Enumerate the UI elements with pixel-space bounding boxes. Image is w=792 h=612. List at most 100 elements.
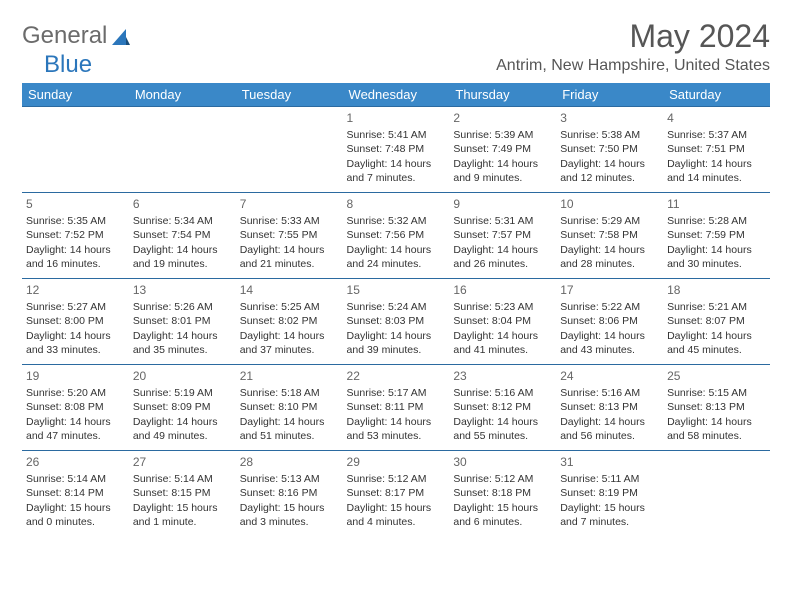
calendar-cell: 24Sunrise: 5:16 AMSunset: 8:13 PMDayligh… — [556, 365, 663, 451]
sunrise-line: Sunrise: 5:38 AM — [560, 128, 659, 142]
sunset-line: Sunset: 7:56 PM — [347, 228, 446, 242]
day-number: 13 — [133, 282, 232, 298]
daylight-line: Daylight: 14 hours and 21 minutes. — [240, 243, 339, 271]
calendar-cell: 31Sunrise: 5:11 AMSunset: 8:19 PMDayligh… — [556, 451, 663, 537]
day-number: 25 — [667, 368, 766, 384]
sunset-line: Sunset: 8:04 PM — [453, 314, 552, 328]
calendar-body: 1Sunrise: 5:41 AMSunset: 7:48 PMDaylight… — [22, 107, 770, 537]
calendar-cell: 12Sunrise: 5:27 AMSunset: 8:00 PMDayligh… — [22, 279, 129, 365]
sunset-line: Sunset: 7:55 PM — [240, 228, 339, 242]
sunset-line: Sunset: 8:09 PM — [133, 400, 232, 414]
daylight-line: Daylight: 14 hours and 47 minutes. — [26, 415, 125, 443]
day-number: 23 — [453, 368, 552, 384]
sunset-line: Sunset: 8:12 PM — [453, 400, 552, 414]
sunset-line: Sunset: 8:15 PM — [133, 486, 232, 500]
sunrise-line: Sunrise: 5:25 AM — [240, 300, 339, 314]
sunrise-line: Sunrise: 5:35 AM — [26, 214, 125, 228]
sunrise-line: Sunrise: 5:18 AM — [240, 386, 339, 400]
calendar-row: 5 Sunrise: 5:35 AMSunset: 7:52 PM Daylight… — [22, 193, 770, 279]
day-number: 12 — [26, 282, 125, 298]
day-number: 28 — [240, 454, 339, 470]
day-number: 4 — [667, 110, 766, 126]
month-title: May 2024 — [496, 18, 770, 55]
sunrise-line: Sunrise: 5:28 AM — [667, 214, 766, 228]
sunset-line: Sunset: 7:52 PM — [26, 228, 125, 242]
sunset-line: Sunset: 8:03 PM — [347, 314, 446, 328]
sunrise-line: Sunrise: 5:14 AM — [133, 472, 232, 486]
daylight-line: Daylight: 14 hours and 28 minutes. — [560, 243, 659, 271]
title-block: May 2024 Antrim, New Hampshire, United S… — [496, 18, 770, 75]
day-number: 22 — [347, 368, 446, 384]
calendar-cell: 2Sunrise: 5:39 AMSunset: 7:49 PMDaylight… — [449, 107, 556, 193]
daylight-line: Daylight: 14 hours and 35 minutes. — [133, 329, 232, 357]
sunrise-line: Sunrise: 5:21 AM — [667, 300, 766, 314]
daylight-line: Daylight: 14 hours and 45 minutes. — [667, 329, 766, 357]
sunrise-line: Sunrise: 5:13 AM — [240, 472, 339, 486]
calendar-cell: 17Sunrise: 5:22 AMSunset: 8:06 PMDayligh… — [556, 279, 663, 365]
day-number: 7 — [240, 196, 339, 212]
calendar-row: 26Sunrise: 5:14 AMSunset: 8:14 PMDayligh… — [22, 451, 770, 537]
calendar-cell: 9Sunrise: 5:31 AMSunset: 7:57 PMDaylight… — [449, 193, 556, 279]
calendar-cell: 28Sunrise: 5:13 AMSunset: 8:16 PMDayligh… — [236, 451, 343, 537]
calendar-cell: 26Sunrise: 5:14 AMSunset: 8:14 PMDayligh… — [22, 451, 129, 537]
sunset-line: Sunset: 8:00 PM — [26, 314, 125, 328]
calendar-cell: 14Sunrise: 5:25 AMSunset: 8:02 PMDayligh… — [236, 279, 343, 365]
day-number: 27 — [133, 454, 232, 470]
sunset-line: Sunset: 8:08 PM — [26, 400, 125, 414]
calendar-cell: 1Sunrise: 5:41 AMSunset: 7:48 PMDaylight… — [343, 107, 450, 193]
daylight-line: Daylight: 14 hours and 51 minutes. — [240, 415, 339, 443]
sunset-line: Sunset: 8:13 PM — [560, 400, 659, 414]
sunset-line: Sunset: 7:54 PM — [133, 228, 232, 242]
daylight-line: Daylight: 14 hours and 12 minutes. — [560, 157, 659, 185]
day-number: 20 — [133, 368, 232, 384]
sunset-line: Sunset: 7:49 PM — [453, 142, 552, 156]
day-number: 21 — [240, 368, 339, 384]
day-header: Thursday — [449, 83, 556, 107]
calendar-cell-empty — [129, 107, 236, 193]
day-number: 2 — [453, 110, 552, 126]
day-header: Saturday — [663, 83, 770, 107]
daylight-line: Daylight: 15 hours and 4 minutes. — [347, 501, 446, 529]
calendar-cell-empty — [22, 107, 129, 193]
sunrise-line: Sunrise: 5:37 AM — [667, 128, 766, 142]
calendar-cell-empty — [236, 107, 343, 193]
day-number: 8 — [347, 196, 446, 212]
logo: General — [22, 22, 132, 50]
day-number: 15 — [347, 282, 446, 298]
sunset-line: Sunset: 7:51 PM — [667, 142, 766, 156]
calendar-cell: 8Sunrise: 5:32 AMSunset: 7:56 PMDaylight… — [343, 193, 450, 279]
calendar-row: 1Sunrise: 5:41 AMSunset: 7:48 PMDaylight… — [22, 107, 770, 193]
day-header: Monday — [129, 83, 236, 107]
calendar-cell: 23Sunrise: 5:16 AMSunset: 8:12 PMDayligh… — [449, 365, 556, 451]
day-number: 5 — [26, 196, 125, 212]
calendar-cell: 4 Sunrise: 5:37 AMSunset: 7:51 PMDaylight… — [663, 107, 770, 193]
daylight-line: Daylight: 14 hours and 26 minutes. — [453, 243, 552, 271]
sunrise-line: Sunrise: 5:29 AM — [560, 214, 659, 228]
sunset-line: Sunset: 7:48 PM — [347, 142, 446, 156]
daylight-line: Daylight: 15 hours and 6 minutes. — [453, 501, 552, 529]
logo-text-general: General — [22, 22, 107, 50]
calendar-cell: 27Sunrise: 5:14 AMSunset: 8:15 PMDayligh… — [129, 451, 236, 537]
calendar-cell: 25Sunrise: 5:15 AMSunset: 8:13 PMDayligh… — [663, 365, 770, 451]
logo-sail-icon — [112, 29, 130, 45]
day-number: 30 — [453, 454, 552, 470]
sunset-line: Sunset: 8:14 PM — [26, 486, 125, 500]
day-header: Wednesday — [343, 83, 450, 107]
calendar-cell: 29Sunrise: 5:12 AMSunset: 8:17 PMDayligh… — [343, 451, 450, 537]
sunrise-line: Sunrise: 5:41 AM — [347, 128, 446, 142]
sunrise-line: Sunrise: 5:12 AM — [347, 472, 446, 486]
daylight-line: Daylight: 14 hours and 7 minutes. — [347, 157, 446, 185]
sunset-line: Sunset: 8:02 PM — [240, 314, 339, 328]
day-number: 16 — [453, 282, 552, 298]
daylight-line: Daylight: 14 hours and 24 minutes. — [347, 243, 446, 271]
sunrise-line: Sunrise: 5:22 AM — [560, 300, 659, 314]
calendar-cell: 13Sunrise: 5:26 AMSunset: 8:01 PMDayligh… — [129, 279, 236, 365]
daylight-line: Daylight: 14 hours and 14 minutes. — [667, 157, 766, 185]
calendar-cell: 3Sunrise: 5:38 AMSunset: 7:50 PMDaylight… — [556, 107, 663, 193]
calendar-row: 19Sunrise: 5:20 AMSunset: 8:08 PMDayligh… — [22, 365, 770, 451]
day-number: 10 — [560, 196, 659, 212]
day-number: 19 — [26, 368, 125, 384]
daylight-line: Daylight: 14 hours and 30 minutes. — [667, 243, 766, 271]
calendar-cell: 7Sunrise: 5:33 AMSunset: 7:55 PMDaylight… — [236, 193, 343, 279]
calendar-cell: 19Sunrise: 5:20 AMSunset: 8:08 PMDayligh… — [22, 365, 129, 451]
